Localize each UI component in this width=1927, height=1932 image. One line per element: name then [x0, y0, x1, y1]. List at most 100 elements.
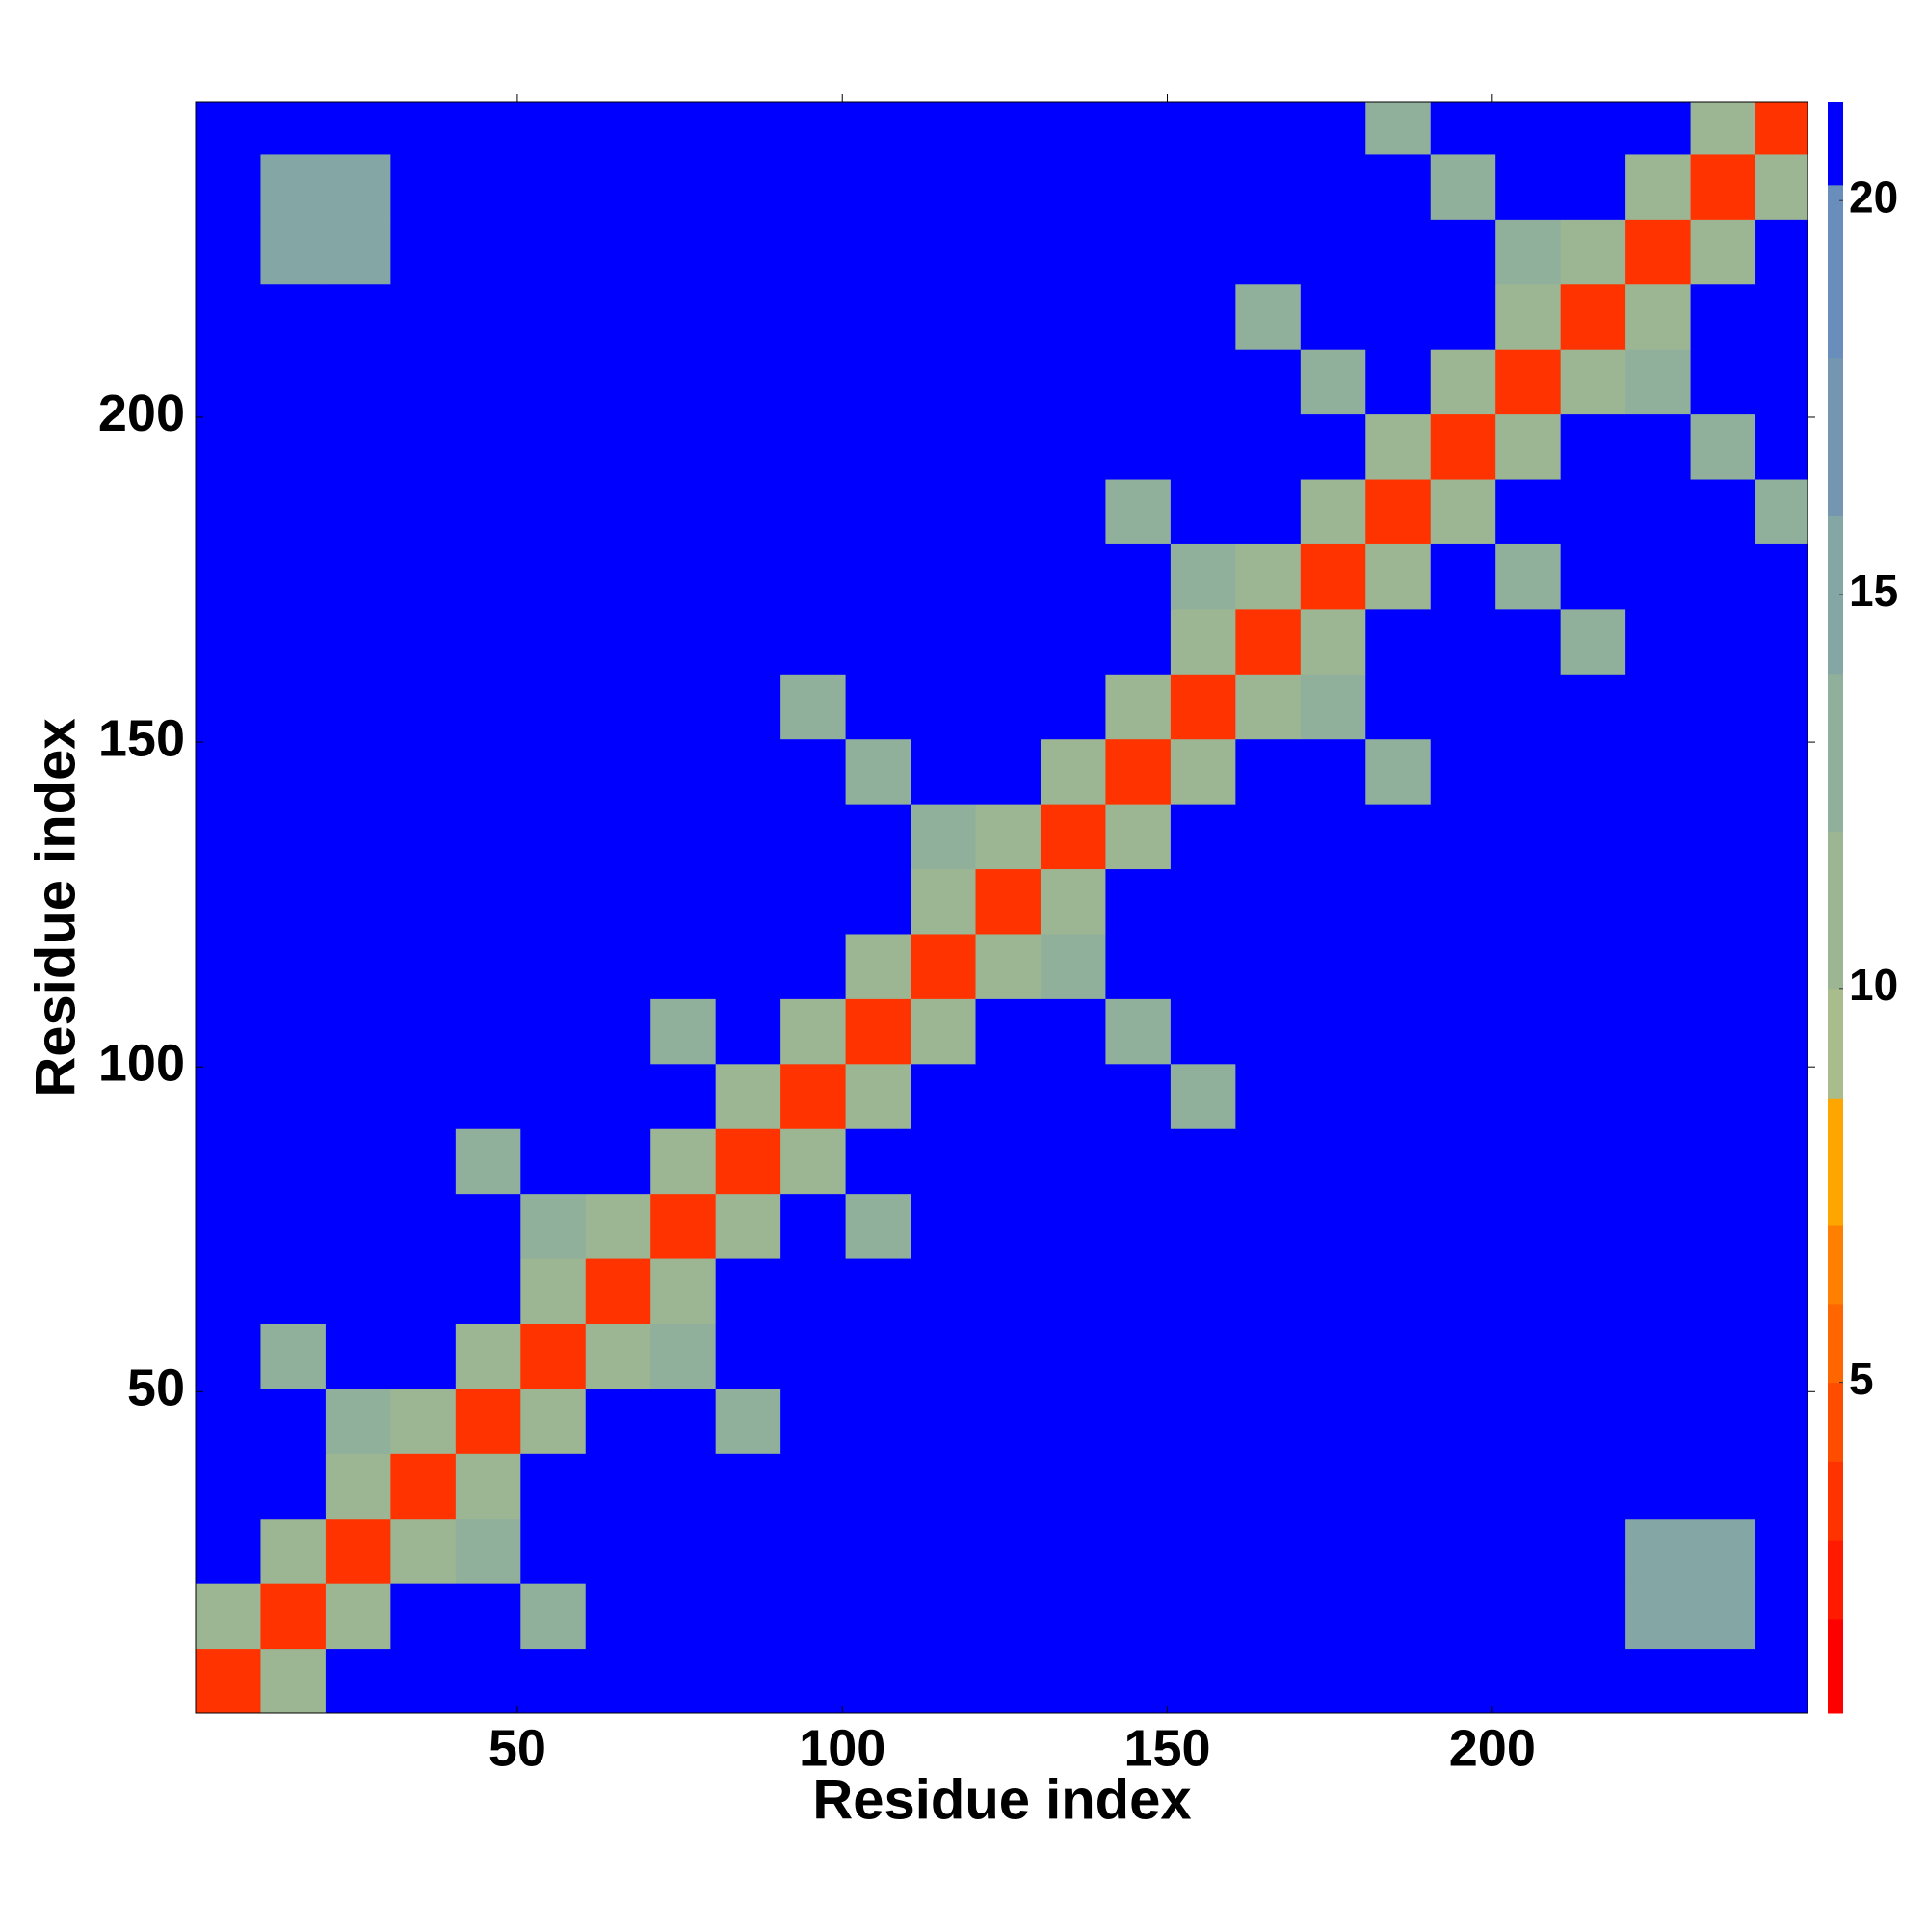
- heatmap-cell: [1105, 1453, 1172, 1520]
- heatmap-cell: [585, 1323, 651, 1389]
- heatmap-cell: [1495, 1583, 1562, 1650]
- heatmap-cell: [1235, 153, 1302, 220]
- heatmap-cell: [1495, 804, 1562, 870]
- heatmap-cell: [975, 479, 1042, 544]
- heatmap-cell: [1625, 1583, 1692, 1650]
- heatmap-cell: [196, 1128, 261, 1195]
- heatmap-cell: [1755, 804, 1808, 870]
- heatmap-cell: [1235, 543, 1302, 610]
- heatmap-cell: [196, 543, 261, 610]
- heatmap-cell: [520, 479, 587, 544]
- heatmap-cell: [390, 674, 457, 740]
- heatmap-cell: [1495, 1063, 1562, 1129]
- heatmap-cell: [585, 674, 651, 740]
- heatmap-cell: [455, 283, 521, 350]
- heatmap-cell: [1755, 1453, 1808, 1520]
- heatmap-cell: [1105, 1258, 1172, 1324]
- heatmap-cell: [1690, 413, 1756, 480]
- heatmap-cell: [325, 933, 391, 999]
- heatmap-cell: [1235, 608, 1302, 675]
- heatmap-cell: [1755, 1388, 1808, 1454]
- heatmap-cell: [1690, 1128, 1756, 1195]
- heatmap-cell: [715, 1193, 781, 1259]
- heatmap-cell: [520, 349, 587, 415]
- heatmap-cell: [975, 1518, 1042, 1584]
- heatmap-cell: [1040, 804, 1106, 870]
- heatmap-cell: [1625, 1258, 1692, 1324]
- heatmap-cell: [585, 1193, 651, 1259]
- heatmap-cell: [780, 479, 847, 544]
- heatmap-cell: [520, 153, 587, 220]
- heatmap-cell: [1040, 1258, 1106, 1324]
- heatmap-cell: [390, 738, 457, 805]
- heatmap-cell: [845, 933, 911, 999]
- heatmap-cell: [196, 283, 261, 350]
- heatmap-cell: [1040, 543, 1106, 610]
- heatmap-cell: [585, 608, 651, 675]
- heatmap-cell: [585, 153, 651, 220]
- heatmap-cell: [390, 413, 457, 480]
- heatmap-cell: [520, 1453, 587, 1520]
- heatmap-cell: [1170, 1193, 1236, 1259]
- heatmap-cell: [845, 153, 911, 220]
- heatmap-cell: [1560, 868, 1626, 935]
- heatmap-cell: [1365, 1518, 1432, 1584]
- heatmap-cell: [780, 1453, 847, 1520]
- heatmap-cell: [520, 868, 587, 935]
- heatmap-cell: [1170, 933, 1236, 999]
- heatmap-cell: [1365, 1648, 1432, 1714]
- heatmap-cell: [1300, 1388, 1366, 1454]
- heatmap-cell: [1560, 933, 1626, 999]
- colorbar-segment: [1828, 831, 1843, 990]
- heatmap-cell: [1430, 998, 1496, 1065]
- heatmap-cell: [1040, 413, 1106, 480]
- heatmap-cell: [585, 1518, 651, 1584]
- heatmap-cell: [520, 1258, 587, 1324]
- heatmap-cell: [1430, 933, 1496, 999]
- heatmap-cell: [520, 1583, 587, 1650]
- heatmap-cell: [1105, 608, 1172, 675]
- heatmap-cell: [455, 153, 521, 220]
- heatmap-cell: [1495, 102, 1562, 155]
- heatmap-cell: [975, 1128, 1042, 1195]
- heatmap-cell: [845, 479, 911, 544]
- heatmap-cell: [1040, 1648, 1106, 1714]
- heatmap-cell: [845, 1388, 911, 1454]
- heatmap-cell: [1300, 479, 1366, 544]
- heatmap-cell: [585, 868, 651, 935]
- heatmap-cell: [911, 933, 977, 999]
- heatmap-cell: [780, 219, 847, 285]
- heatmap-cell: [1755, 1193, 1808, 1259]
- heatmap-cell: [1300, 1128, 1366, 1195]
- heatmap-cell: [260, 153, 327, 220]
- heatmap-cell: [1690, 933, 1756, 999]
- colorbar-segment: [1828, 988, 1843, 1099]
- heatmap-cell: [390, 1128, 457, 1195]
- heatmap-cell: [1560, 804, 1626, 870]
- heatmap-cell: [1690, 479, 1756, 544]
- heatmap-cell: [325, 1193, 391, 1259]
- heatmap-cell: [1170, 219, 1236, 285]
- heatmap-cell: [455, 543, 521, 610]
- heatmap-cell: [196, 413, 261, 480]
- heatmap-cell: [1495, 153, 1562, 220]
- heatmap-cell: [325, 153, 391, 220]
- heatmap-cell: [650, 1323, 717, 1389]
- heatmap-cell: [520, 608, 587, 675]
- heatmap-cell: [975, 998, 1042, 1065]
- heatmap-cell: [1365, 804, 1432, 870]
- heatmap-cell: [1235, 998, 1302, 1065]
- heatmap-cell: [455, 1648, 521, 1714]
- colorbar-segment: [1828, 516, 1843, 675]
- heatmap-cell: [1170, 1388, 1236, 1454]
- heatmap-cell: [390, 933, 457, 999]
- heatmap-cell: [975, 1063, 1042, 1129]
- heatmap-cell: [1170, 153, 1236, 220]
- heatmap-cell: [585, 1583, 651, 1650]
- heatmap-cell: [975, 933, 1042, 999]
- heatmap-cell: [1365, 1453, 1432, 1520]
- heatmap-cell: [585, 1648, 651, 1714]
- heatmap-cell: [196, 349, 261, 415]
- heatmap-cell: [715, 1518, 781, 1584]
- heatmap-cell: [1300, 674, 1366, 740]
